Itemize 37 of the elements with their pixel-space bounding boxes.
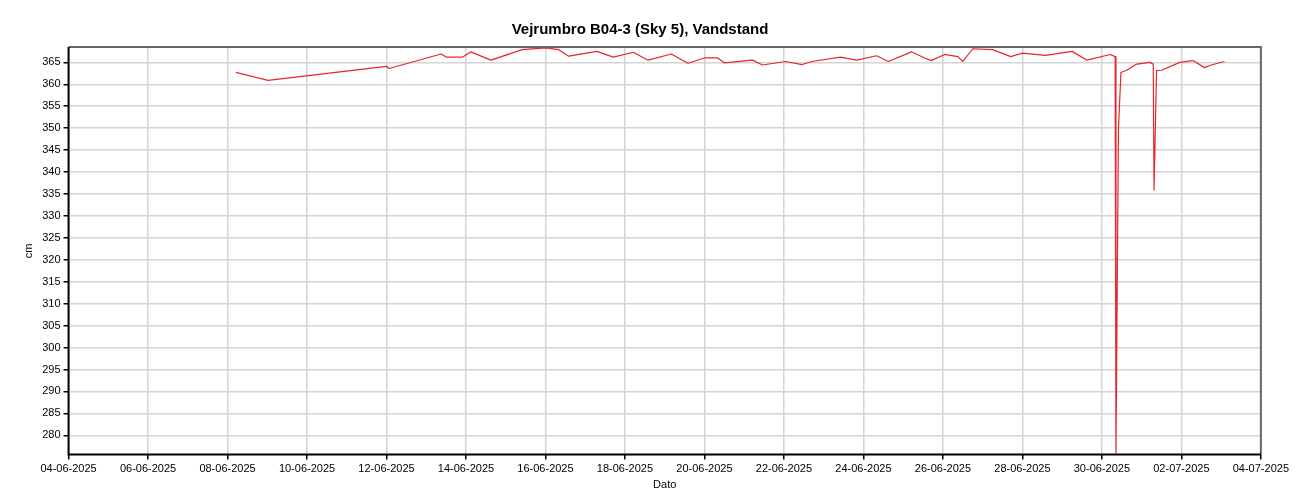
x-tick-label: 12-06-2025 [358,462,415,475]
x-tick-label: 18-06-2025 [596,462,654,475]
y-tick-label: 325 [42,230,61,243]
x-tick-label: 24-06-2025 [835,462,892,475]
y-tick-label: 360 [42,77,61,90]
y-tick-label: 355 [42,99,61,112]
y-tick-label: 295 [42,362,61,375]
x-tick-label: 08-06-2025 [199,462,256,475]
x-axis-title: Dato [653,478,677,491]
y-tick-label: 280 [42,428,61,441]
x-tick-label: 22-06-2025 [755,462,813,475]
y-tick-label: 345 [42,143,61,156]
x-tick-label: 20-06-2025 [676,462,733,475]
y-tick-label: 340 [42,165,61,178]
x-tick-label: 26-06-2025 [914,462,972,475]
y-tick-label: 320 [42,252,61,265]
y-tick-label: 305 [42,318,61,331]
y-tick-label: 290 [42,384,61,397]
x-tick-label: 04-07-2025 [1232,462,1290,475]
y-tick-label: 335 [42,187,61,200]
x-tick-label: 30-06-2025 [1073,462,1131,475]
y-axis-title: cm [21,243,34,259]
y-tick-label: 330 [42,208,61,221]
x-tick-label: 02-07-2025 [1153,462,1210,475]
x-tick-label: 04-06-2025 [40,462,97,475]
y-tick-label: 285 [42,406,61,419]
x-tick-label: 06-06-2025 [119,462,177,475]
y-tick-label: 350 [42,121,61,134]
chart-title: Vejrumbro B04-3 (Sky 5), Vandstand [511,20,769,38]
x-tick-label: 10-06-2025 [278,462,336,475]
x-tick-label: 16-06-2025 [517,462,574,475]
x-tick-label: 28-06-2025 [994,462,1051,475]
y-tick-label: 315 [42,274,61,287]
y-tick-label: 310 [42,296,61,309]
y-tick-label: 300 [42,340,61,353]
x-tick-label: 14-06-2025 [437,462,495,475]
y-tick-label: 365 [42,55,61,68]
